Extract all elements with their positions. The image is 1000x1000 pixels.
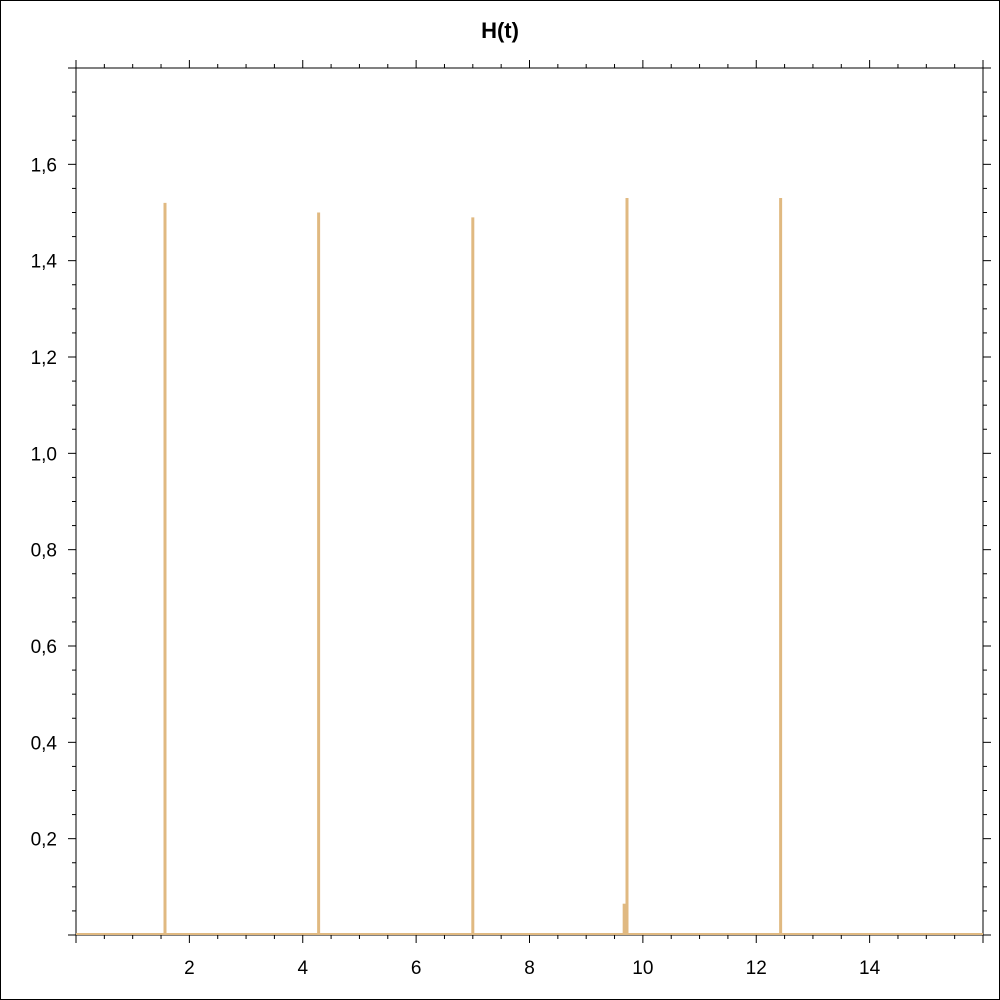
x-tick-label: 14 xyxy=(859,958,881,979)
y-tick-label: 0,8 xyxy=(31,541,57,562)
x-tick-label: 6 xyxy=(411,958,422,979)
tick-labels: 2 4 6 8 10 12 14 0,2 0,4 0,6 0,8 1,0 1,2 1,4 1,6 xyxy=(31,155,881,979)
plot-axes xyxy=(68,60,991,943)
y-tick-label: 1,2 xyxy=(31,348,57,369)
data-bars xyxy=(76,198,983,935)
y-tick-label: 1,6 xyxy=(31,155,57,176)
x-tick-label: 4 xyxy=(297,958,308,979)
y-tick-label: 0,2 xyxy=(31,830,57,851)
x-tick-label: 8 xyxy=(524,958,535,979)
y-tick-label: 0,6 xyxy=(31,637,57,658)
y-tick-label: 1,4 xyxy=(31,252,58,273)
y-tick-label: 0,4 xyxy=(31,733,58,754)
x-tick-label: 2 xyxy=(184,958,195,979)
plot-border xyxy=(75,67,984,936)
chart-title: H(t) xyxy=(481,18,519,43)
x-tick-label: 12 xyxy=(746,958,767,979)
x-tick-label: 10 xyxy=(632,958,653,979)
y-tick-label: 1,0 xyxy=(31,444,57,465)
